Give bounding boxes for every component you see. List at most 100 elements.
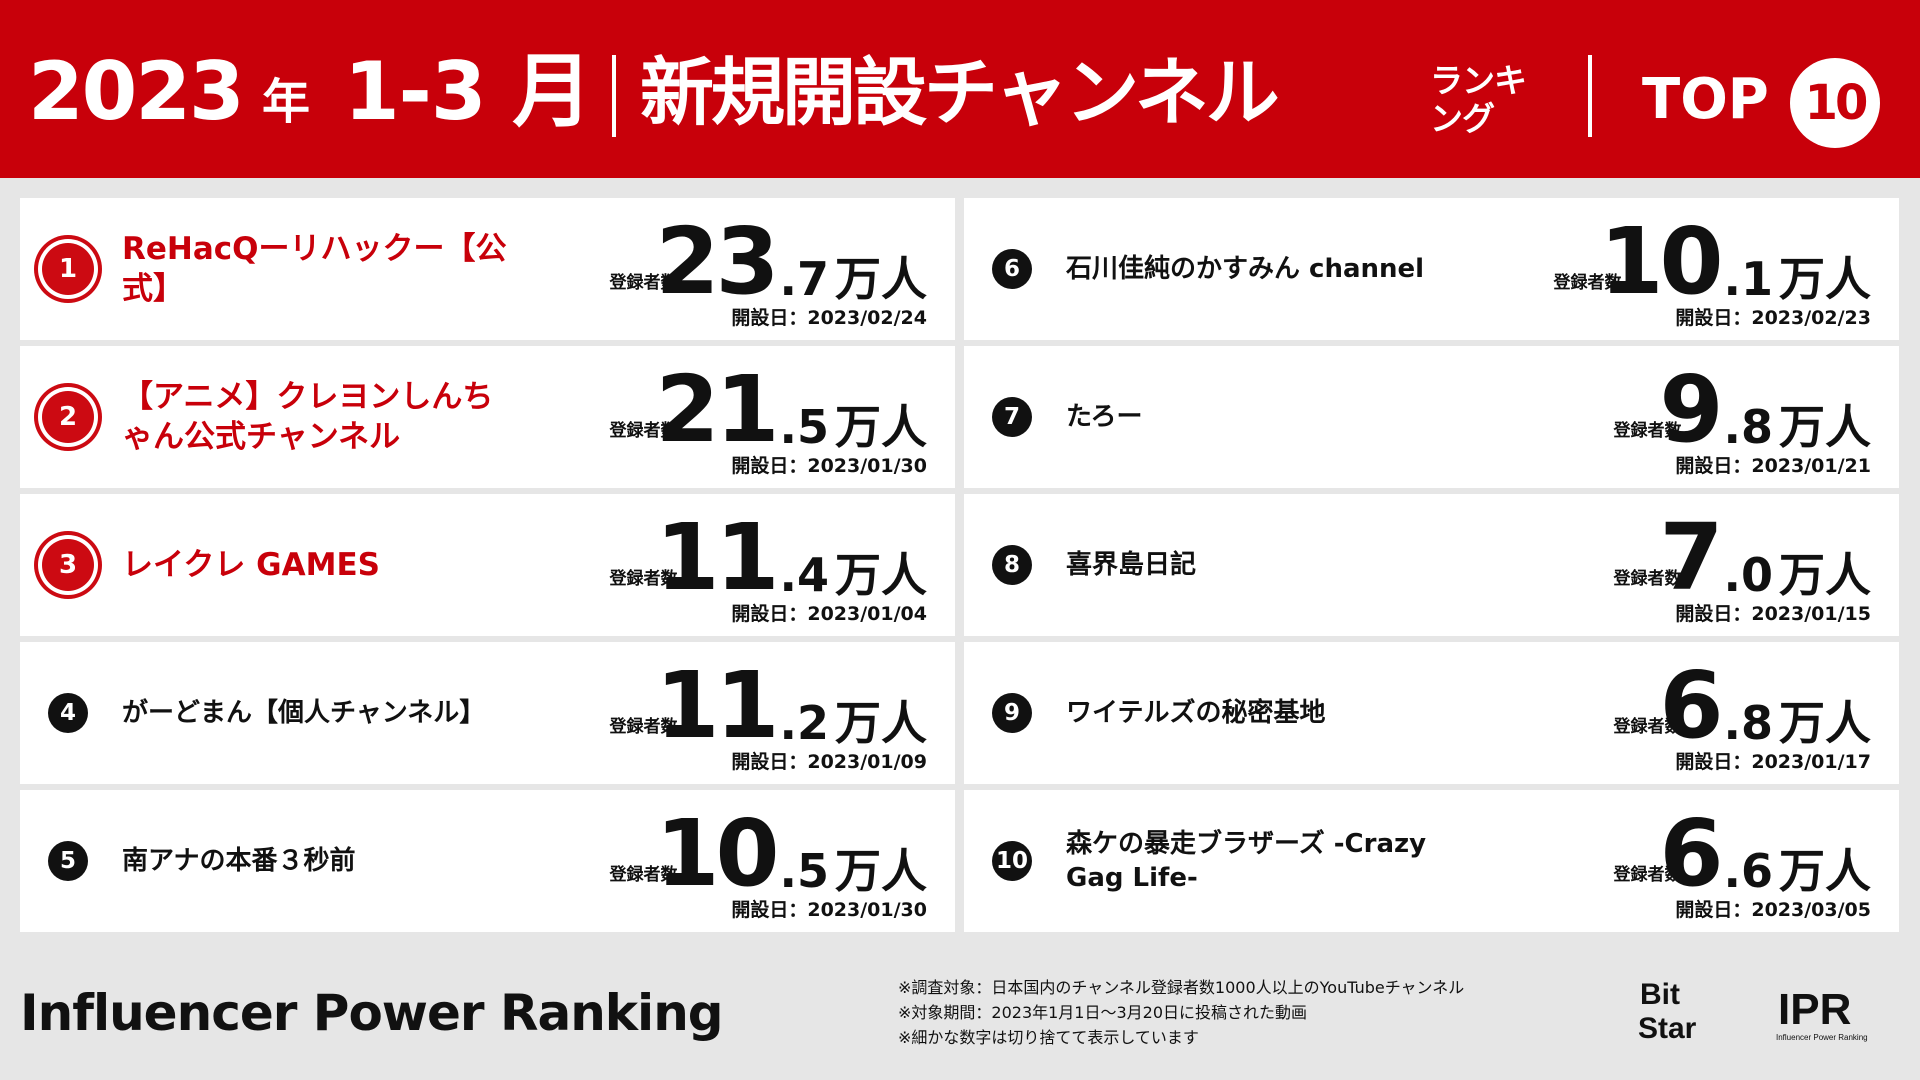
subscriber-count: 登録者数 21 .5 万人 <box>609 356 927 463</box>
open-date-value: 2023/01/21 <box>1751 455 1871 477</box>
rank-badge: 9 <box>992 693 1032 733</box>
rank-badge: 7 <box>992 397 1032 437</box>
open-date-prefix: 開設日： <box>731 751 808 773</box>
open-date-value: 2023/01/30 <box>807 455 927 477</box>
subscriber-count: 登録者数 10 .1 万人 <box>1553 208 1871 315</box>
ipr-logo: IPR Influencer Power Ranking <box>1776 985 1868 1042</box>
open-date-prefix: 開設日： <box>1675 455 1752 477</box>
subscriber-number: 23 <box>655 208 779 315</box>
header-separator <box>612 55 616 137</box>
open-date-value: 2023/01/15 <box>1751 603 1871 625</box>
open-date-value: 2023/03/05 <box>1751 899 1871 921</box>
header-months: 1-3 月 <box>344 45 592 138</box>
ranking-card: 10 森ケの暴走ブラザーズ -Crazy Gag Life- 登録者数 6 .6… <box>964 790 1899 932</box>
open-date: 開設日：2023/02/24 <box>731 303 927 330</box>
rank-badge: 6 <box>992 249 1032 289</box>
ranking-card: 1 ReHacQーリハックー【公式】 登録者数 23 .7 万人 開設日：202… <box>20 198 955 340</box>
rank-badge: 5 <box>48 841 88 881</box>
bitstar-logo-text: Star <box>1638 1012 1697 1045</box>
open-date-prefix: 開設日： <box>1675 307 1752 329</box>
open-date-value: 2023/01/09 <box>807 751 927 773</box>
subscriber-number: 9 <box>1659 356 1724 463</box>
subscriber-decimal: .8 <box>1723 696 1773 750</box>
subscriber-number: 11 <box>655 652 779 759</box>
open-date: 開設日：2023/01/09 <box>731 747 927 774</box>
ranking-card: 3 レイクレ GAMES 登録者数 11 .4 万人 開設日：2023/01/0… <box>20 494 955 636</box>
open-date-prefix: 開設日： <box>731 899 808 921</box>
open-date-value: 2023/01/30 <box>807 899 927 921</box>
subscriber-label: 登録者数 <box>1613 717 1682 737</box>
subscriber-number: 11 <box>655 504 779 611</box>
subscriber-number: 21 <box>655 356 779 463</box>
subscriber-label: 登録者数 <box>1613 569 1682 589</box>
channel-name: がーどまん【個人チャンネル】 <box>122 698 486 728</box>
subscriber-unit: 万人 <box>835 400 927 454</box>
subscriber-decimal: .7 <box>779 252 829 306</box>
header-title: 新規開設チャンネル <box>640 50 1280 136</box>
channel-name: レイクレ GAMES <box>122 547 380 583</box>
subscriber-number: 6 <box>1659 652 1724 759</box>
header-year-suffix: 年 <box>262 74 311 130</box>
footer-brand: Influencer Power Ranking <box>20 984 724 1042</box>
subscriber-label: 登録者数 <box>1613 421 1682 441</box>
subscriber-count: 登録者数 6 .6 万人 <box>1613 800 1872 907</box>
subscriber-decimal: .5 <box>779 844 829 898</box>
subscriber-unit: 万人 <box>835 252 927 306</box>
subscriber-stats: 登録者数 9 .8 万人 開設日：2023/01/21 <box>1451 356 1872 480</box>
open-date-value: 2023/02/24 <box>807 307 927 329</box>
open-date: 開設日：2023/01/15 <box>1675 599 1871 626</box>
open-date-value: 2023/02/23 <box>1751 307 1871 329</box>
ranking-card: 6 石川佳純のかすみん channel 登録者数 10 .1 万人 開設日：20… <box>964 198 1899 340</box>
open-date: 開設日：2023/01/30 <box>731 895 927 922</box>
ipr-logo-subtext: Influencer Power Ranking <box>1776 1033 1868 1042</box>
open-date-prefix: 開設日： <box>731 455 808 477</box>
open-date-value: 2023/01/04 <box>807 603 927 625</box>
rank-badge: 4 <box>48 693 88 733</box>
subscriber-number: 7 <box>1659 504 1724 611</box>
rank-badge: 3 <box>42 539 94 591</box>
ranking-card: 4 がーどまん【個人チャンネル】 登録者数 11 .2 万人 開設日：2023/… <box>20 642 955 784</box>
subscriber-stats: 登録者数 7 .0 万人 開設日：2023/01/15 <box>1451 504 1872 628</box>
open-date: 開設日：2023/03/05 <box>1675 895 1871 922</box>
channel-name: 南アナの本番３秒前 <box>122 846 356 876</box>
subscriber-number: 6 <box>1659 800 1724 907</box>
channel-name: ReHacQーリハックー【公式】 <box>122 231 507 307</box>
subscriber-unit: 万人 <box>835 548 927 602</box>
header-year: 2023 <box>28 45 245 138</box>
footer-notes: ※調査対象：日本国内のチャンネル登録者数1000人以上のYouTubeチャンネル… <box>898 975 1464 1050</box>
channel-name: ワイテルズの秘密基地 <box>1066 698 1326 728</box>
ranking-card: 9 ワイテルズの秘密基地 登録者数 6 .8 万人 開設日：2023/01/17 <box>964 642 1899 784</box>
open-date-prefix: 開設日： <box>731 307 808 329</box>
open-date-prefix: 開設日： <box>1675 899 1752 921</box>
channel-name: 【アニメ】クレヨンしんちゃん公式チャンネル <box>122 379 494 455</box>
subscriber-label: 登録者数 <box>609 717 678 737</box>
open-date: 開設日：2023/01/17 <box>1675 747 1871 774</box>
subscriber-unit: 万人 <box>1779 844 1871 898</box>
header-separator <box>1588 55 1592 137</box>
channel-name: 石川佳純のかすみん channel <box>1066 254 1425 284</box>
open-date: 開設日：2023/01/04 <box>731 599 927 626</box>
subscriber-count: 登録者数 6 .8 万人 <box>1613 652 1872 759</box>
subscriber-number: 10 <box>1599 208 1723 315</box>
channel-name: 森ケの暴走ブラザーズ -Crazy Gag Life- <box>1066 829 1427 893</box>
header-top: TOP <box>1642 67 1769 132</box>
subscriber-unit: 万人 <box>1779 400 1871 454</box>
rank-badge: 10 <box>992 841 1032 881</box>
subscriber-stats: 登録者数 23 .7 万人 開設日：2023/02/24 <box>507 212 927 332</box>
subscriber-decimal: .8 <box>1723 400 1773 454</box>
subscriber-count: 登録者数 9 .8 万人 <box>1613 356 1872 463</box>
ranking-card: 5 南アナの本番３秒前 登録者数 10 .5 万人 開設日：2023/01/30 <box>20 790 955 932</box>
subscriber-unit: 万人 <box>1779 252 1871 306</box>
subscriber-decimal: .1 <box>1723 252 1773 306</box>
subscriber-unit: 万人 <box>1779 548 1871 602</box>
page-header: 2023 年 1-3 月 新規開設チャンネル ランキング TOP 10 <box>0 0 1920 178</box>
header-title-small: ランキング <box>1430 61 1527 138</box>
open-date-value: 2023/01/17 <box>1751 751 1871 773</box>
subscriber-label: 登録者数 <box>609 273 678 293</box>
subscriber-label: 登録者数 <box>609 569 678 589</box>
subscriber-decimal: .6 <box>1723 844 1773 898</box>
subscriber-label: 登録者数 <box>1613 865 1682 885</box>
subscriber-label: 登録者数 <box>609 865 678 885</box>
subscriber-stats: 登録者数 6 .8 万人 開設日：2023/01/17 <box>1451 652 1872 776</box>
rank-badge: 1 <box>42 243 94 295</box>
